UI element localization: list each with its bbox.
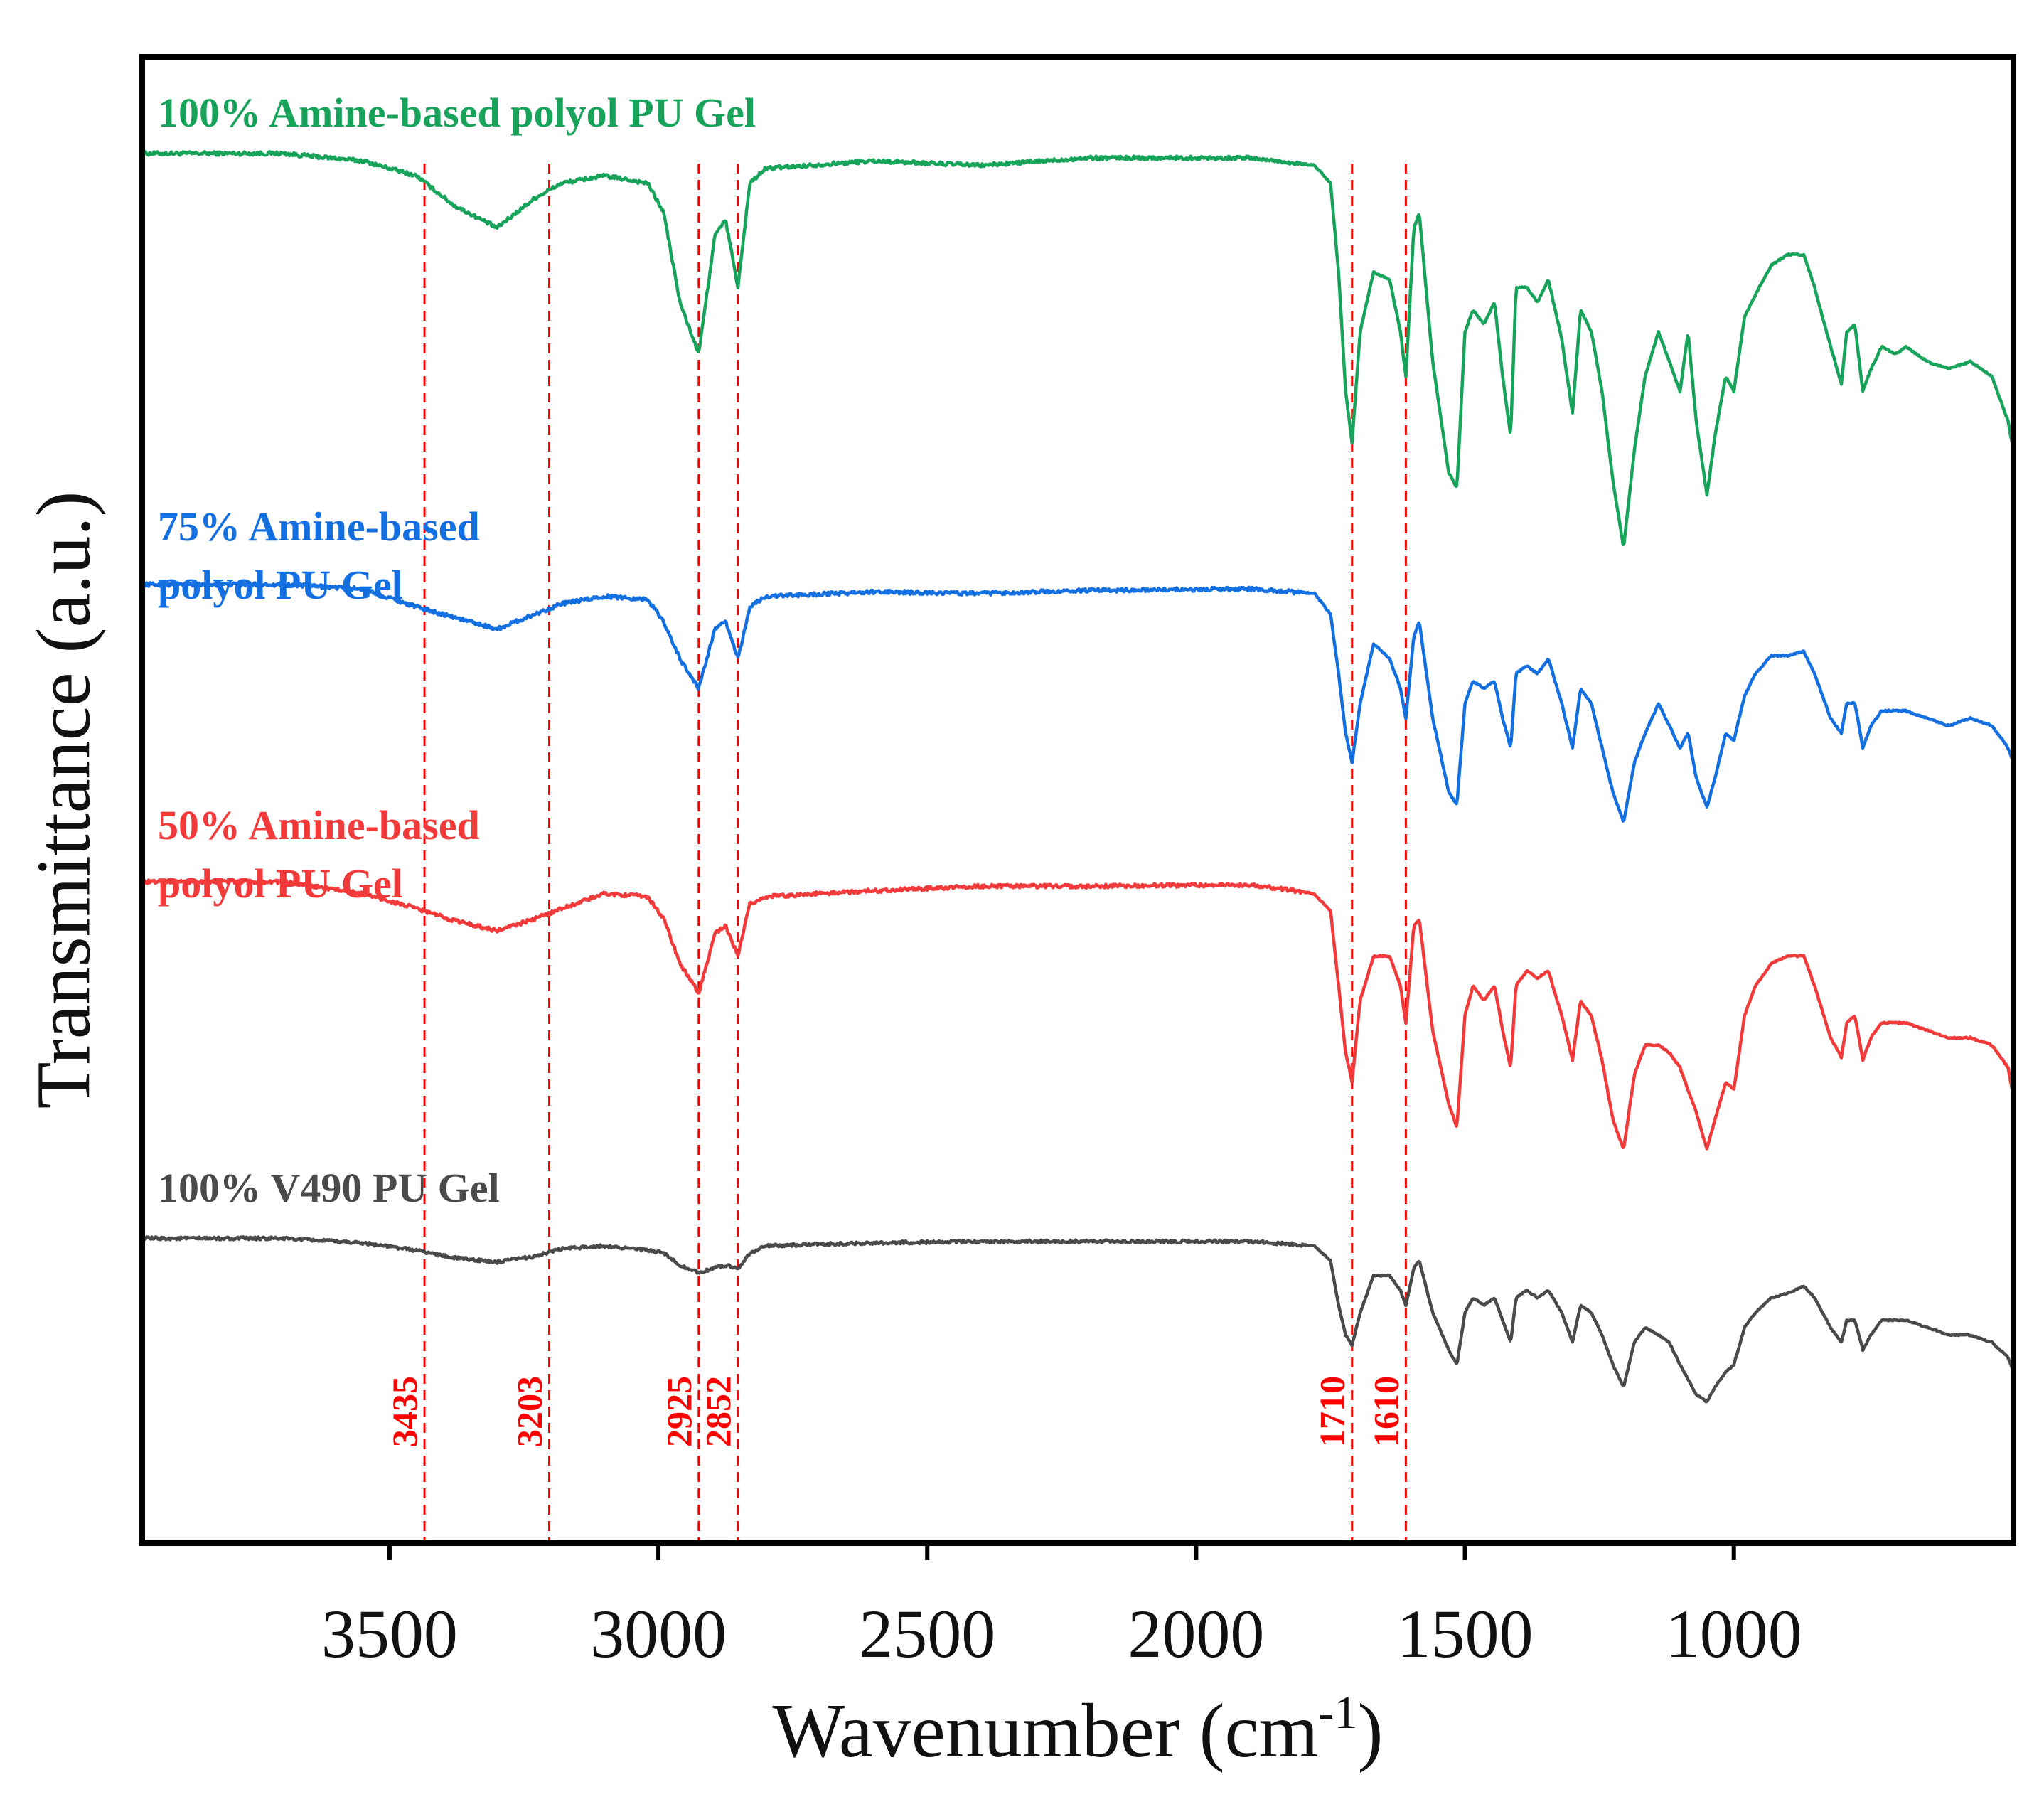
series-labels: 100% Amine-based polyol PU Gel 75% Amine-…	[158, 90, 756, 1211]
x-axis-title-close: )	[1358, 1689, 1384, 1773]
x-tick-label-1500: 1500	[1397, 1596, 1534, 1672]
series-label-4-line-1: 100% V490 PU Gel	[158, 1165, 500, 1211]
spectrum-2	[140, 581, 2016, 823]
reference-lines	[423, 164, 1407, 1543]
peak-label-3435: 3435	[385, 1376, 424, 1447]
x-tick-label-2000: 2000	[1128, 1596, 1264, 1672]
x-tick-label-3000: 3000	[590, 1596, 727, 1672]
x-axis-ticks: 3500 3000 2500 2000 1500 1000	[321, 1543, 1802, 1672]
x-axis-title-superscript: -1	[1319, 1687, 1358, 1739]
x-axis-title: Wavenumber (cm-1)	[773, 1687, 1384, 1773]
spectrum-4	[140, 1235, 2016, 1404]
x-tick-label-2500: 2500	[859, 1596, 995, 1672]
spectra-layer	[140, 150, 2016, 1404]
y-axis-title: Transmittance (a.u.)	[22, 491, 107, 1109]
peak-label-1710: 1710	[1312, 1376, 1352, 1447]
peak-label-3203: 3203	[510, 1376, 550, 1447]
spectrum-1	[141, 150, 2016, 547]
peak-label-2925: 2925	[659, 1376, 699, 1447]
series-label-1-line-1: 100% Amine-based polyol PU Gel	[158, 90, 756, 136]
series-label-2-line-2: polyol PU Gel	[158, 562, 403, 608]
series-label-3-line-2: polyol PU Gel	[158, 860, 403, 907]
peak-labels: 3435 3203 2925 2852 1710 1610	[385, 1376, 1406, 1447]
spectrum-3	[141, 878, 2016, 1151]
series-label-2-line-1: 75% Amine-based	[158, 503, 480, 550]
plot-frame	[139, 54, 2016, 1546]
x-axis-title-main: Wavenumber (cm	[773, 1689, 1319, 1773]
peak-label-1610: 1610	[1366, 1376, 1406, 1447]
x-tick-label-1000: 1000	[1666, 1596, 1802, 1672]
series-label-3-line-1: 50% Amine-based	[158, 802, 480, 848]
peak-label-2852: 2852	[698, 1376, 738, 1447]
x-tick-label-3500: 3500	[321, 1596, 458, 1672]
